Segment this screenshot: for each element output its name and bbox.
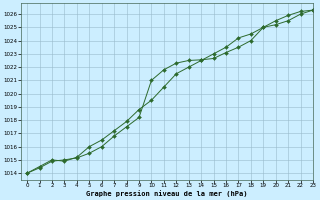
X-axis label: Graphe pression niveau de la mer (hPa): Graphe pression niveau de la mer (hPa) xyxy=(86,190,248,197)
